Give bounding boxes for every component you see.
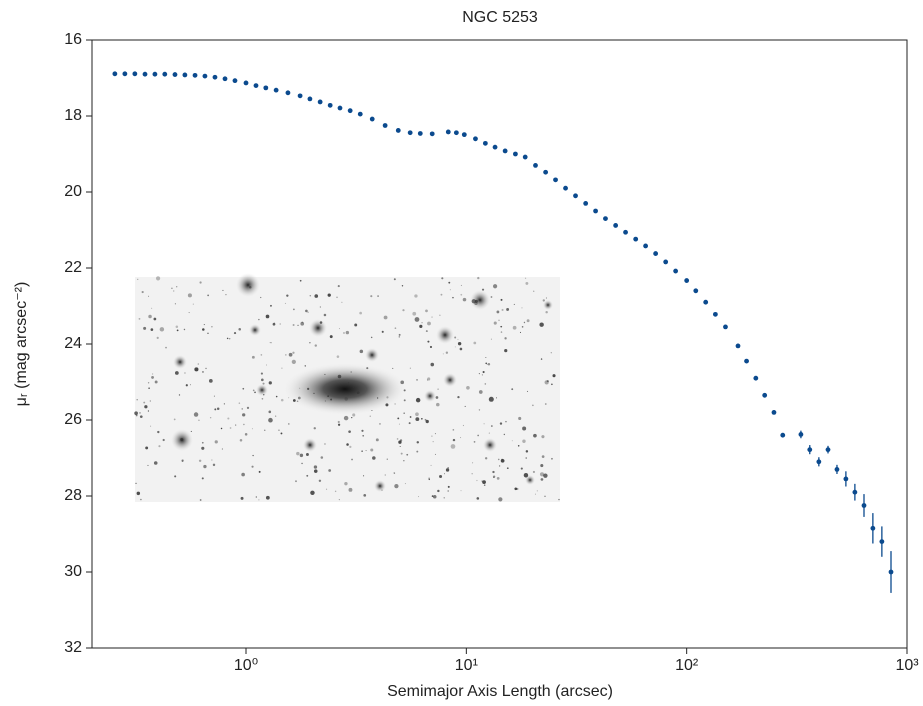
data-point <box>780 432 786 438</box>
data-point <box>762 392 768 398</box>
data-point <box>347 108 353 114</box>
data-point <box>172 72 178 77</box>
data-point <box>192 72 198 78</box>
data-point <box>870 525 876 531</box>
data-point <box>263 85 269 91</box>
y-tick-label: 32 <box>64 639 82 656</box>
data-point <box>445 129 451 135</box>
data-point <box>369 116 375 122</box>
data-point <box>543 169 549 175</box>
data-point <box>735 343 741 349</box>
data-point <box>888 569 894 575</box>
y-axis-label: μᵣ (mag arcsec⁻²) <box>13 282 30 407</box>
data-point <box>132 71 138 77</box>
y-tick-label: 22 <box>64 259 82 276</box>
data-point <box>693 288 699 294</box>
data-point <box>327 102 333 108</box>
inset-image <box>134 273 560 502</box>
x-tick-label: 10⁰ <box>234 657 258 674</box>
data-point <box>633 236 639 242</box>
x-tick-label: 10¹ <box>455 657 478 674</box>
data-point <box>703 299 709 305</box>
data-point <box>122 71 128 77</box>
data-point <box>152 71 158 77</box>
data-point <box>142 71 148 77</box>
data-point <box>563 185 568 191</box>
data-point <box>417 131 423 136</box>
data-point <box>407 130 413 136</box>
data-point <box>798 432 804 437</box>
x-axis-label: Semimajor Axis Length (arcsec) <box>387 683 613 700</box>
data-point <box>771 410 777 415</box>
data-point <box>712 311 718 317</box>
data-point <box>673 268 679 274</box>
data-point <box>453 130 459 136</box>
data-point <box>222 76 228 82</box>
y-tick-label: 18 <box>64 107 82 124</box>
data-point <box>816 459 822 465</box>
data-point <box>723 324 728 330</box>
data-point <box>593 208 598 214</box>
data-point <box>825 447 831 453</box>
data-point <box>583 201 589 206</box>
data-point <box>653 251 659 256</box>
data-point <box>253 83 259 88</box>
data-point <box>852 489 858 495</box>
data-point <box>613 223 619 228</box>
data-point <box>382 123 388 128</box>
data-point <box>807 447 813 453</box>
data-point <box>357 111 363 117</box>
data-point <box>861 503 867 508</box>
y-tick-label: 26 <box>64 411 82 428</box>
data-point <box>834 467 840 472</box>
data-point <box>513 151 518 157</box>
y-tick-label: 20 <box>64 183 82 200</box>
data-point <box>482 140 488 146</box>
data-point <box>395 128 401 133</box>
data-point <box>317 99 323 105</box>
data-point <box>212 74 218 80</box>
y-tick-label: 24 <box>64 335 82 352</box>
data-point <box>162 71 168 77</box>
data-point <box>553 177 558 183</box>
data-point <box>843 476 849 482</box>
chart-title: NGC 5253 <box>462 9 538 26</box>
data-point <box>273 87 279 93</box>
data-point <box>522 154 528 160</box>
data-point <box>307 96 313 102</box>
data-point <box>297 93 303 99</box>
data-point <box>879 539 885 544</box>
data-point <box>744 358 749 364</box>
data-point <box>285 90 291 96</box>
y-tick-label: 28 <box>64 487 82 504</box>
data-point <box>112 71 118 77</box>
data-point <box>473 136 478 142</box>
data-point <box>533 163 538 168</box>
data-point <box>753 375 759 381</box>
data-point <box>603 216 608 222</box>
y-tick-label: 16 <box>64 31 82 48</box>
data-point <box>492 144 498 150</box>
data-point <box>337 105 343 111</box>
data-point <box>232 78 238 84</box>
data-point <box>429 131 435 137</box>
data-point <box>502 148 508 154</box>
data-point <box>461 132 467 138</box>
data-point <box>243 80 249 86</box>
data-point <box>623 229 628 235</box>
data-point <box>573 193 578 199</box>
data-point <box>182 72 188 78</box>
data-point <box>643 243 648 249</box>
data-point <box>663 259 669 265</box>
x-tick-label: 10² <box>675 657 699 674</box>
x-tick-label: 10³ <box>895 657 919 674</box>
y-tick-label: 30 <box>64 563 82 580</box>
data-point <box>202 73 208 79</box>
data-point <box>684 278 690 283</box>
